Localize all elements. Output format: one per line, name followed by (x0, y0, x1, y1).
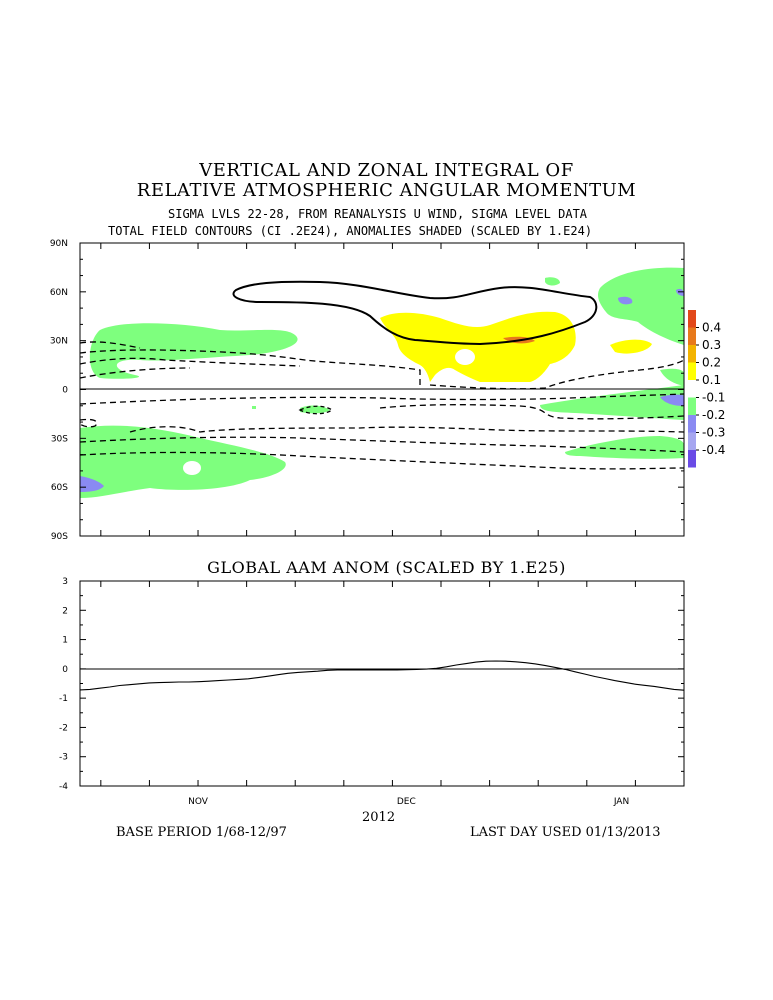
y-tick-label: -4 (59, 782, 68, 792)
pos-anomaly-region (610, 339, 652, 354)
y-tick-label: 90N (50, 239, 68, 249)
y-tick-label: 1 (62, 636, 68, 646)
aam-plot-frame (79, 580, 685, 787)
top-y-tick-labels: 90N 60N 30N 0 30S 60S 90S (50, 239, 68, 542)
contour-dashed (80, 367, 191, 379)
y-tick-label: -3 (59, 753, 68, 763)
contour-dashed (298, 405, 334, 415)
neg-anomaly-region (540, 385, 684, 420)
y-tick-label: 30S (51, 434, 68, 444)
y-tick-label: 90S (51, 532, 68, 542)
color-bar-label: 0.2 (702, 356, 721, 370)
neg-anomaly-region (660, 394, 684, 406)
y-tick-label: 0 (62, 665, 68, 675)
top-axis-ticks (80, 242, 684, 537)
bottom-axis-ticks (80, 580, 684, 787)
x-tick-label: NOV (188, 797, 209, 807)
aam-x-tick-labels: NOV DEC JAN (188, 797, 629, 807)
neg-anomaly-region (80, 425, 286, 498)
y-tick-label: 2 (62, 606, 68, 616)
color-bar-swatch (688, 345, 696, 363)
chart-title-line1: VERTICAL AND ZONAL INTEGRAL OF (199, 160, 574, 181)
contour-solid-positive (232, 280, 598, 346)
contour-dashed (80, 357, 301, 367)
contour-dashed (80, 436, 684, 453)
color-bar-swatch (688, 362, 696, 380)
color-bar-label: -0.2 (702, 408, 725, 422)
x-axis-year: 2012 (362, 810, 396, 825)
neg-anomaly-region (80, 476, 104, 492)
aam-chart-title: GLOBAL AAM ANOM (SCALED BY 1.E25) (207, 558, 566, 577)
y-tick-label: -1 (59, 694, 68, 704)
color-bar-swatch (688, 450, 696, 468)
contour-dashed (80, 451, 684, 470)
contour-dashed (129, 426, 684, 433)
neg-anomaly-region (565, 436, 684, 459)
chart-title-line2: RELATIVE ATMOSPHERIC ANGULAR MOMENTUM (136, 180, 637, 201)
color-bar-swatch (688, 397, 696, 415)
y-tick-label: 0 (62, 386, 68, 396)
contour-dashed (379, 404, 684, 420)
positive-hole (183, 461, 201, 475)
y-tick-label: 3 (62, 577, 68, 587)
neg-anomaly-region (252, 406, 256, 409)
chart-subtitle-data-source: SIGMA LVLS 22-28, FROM REANALYSIS U WIND… (168, 207, 588, 221)
color-bar-label: 0.4 (702, 321, 721, 335)
color-bar-label: 0.3 (702, 338, 721, 352)
neg-anomaly-region (618, 296, 633, 305)
aam-y-tick-labels: 3 2 1 0 -1 -2 -3 -4 (59, 577, 68, 792)
color-bar-label: 0.1 (702, 373, 721, 387)
color-bar-swatch (688, 415, 696, 433)
x-tick-label: JAN (613, 797, 629, 807)
contour-dashed (80, 418, 98, 428)
neg-anomaly-region (545, 277, 560, 286)
color-bar-swatch (688, 432, 696, 450)
contour-dashed (80, 341, 141, 349)
total-field-contours (80, 280, 684, 470)
y-tick-label: 30N (50, 337, 68, 347)
contour-dashed (429, 359, 684, 390)
base-period-label: BASE PERIOD 1/68-12/97 (116, 825, 287, 840)
color-bar-label: -0.3 (702, 426, 725, 440)
chart-subtitle-contours: TOTAL FIELD CONTOURS (CI .2E24), ANOMALI… (108, 224, 593, 238)
color-bar: 0.4 0.3 0.2 0.1 -0.1 -0.2 -0.3 -0.4 (688, 310, 725, 468)
color-bar-label: -0.1 (702, 391, 725, 405)
color-bar-label: -0.4 (702, 443, 725, 457)
contour-dashed (80, 349, 421, 386)
last-day-used-label: LAST DAY USED 01/13/2013 (470, 825, 661, 840)
neg-anomaly-region (598, 267, 684, 345)
neg-anomaly-region (660, 368, 684, 386)
pos-anomaly-region (380, 311, 576, 382)
neg-anomaly-region (676, 288, 684, 296)
color-bar-swatch (688, 327, 696, 345)
aam-series-line (79, 660, 685, 691)
y-tick-label: 60N (50, 288, 68, 298)
y-tick-label: -2 (59, 723, 68, 733)
anomaly-shading (80, 267, 684, 498)
color-bar-swatch (688, 310, 696, 328)
pos-anomaly-gap (455, 349, 475, 365)
y-tick-label: 60S (51, 483, 68, 493)
color-bar-swatch (688, 380, 696, 398)
x-tick-label: DEC (397, 797, 416, 807)
